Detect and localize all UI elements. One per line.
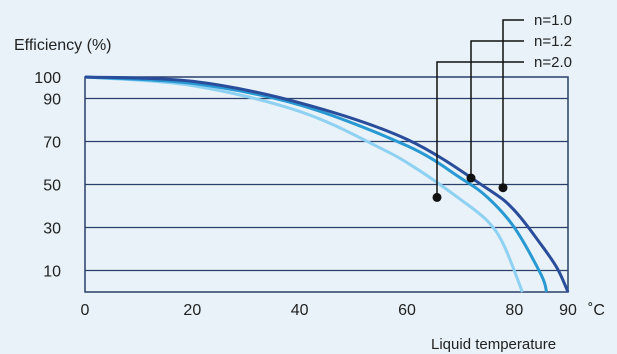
legend-label-n=2.0: n=2.0 (534, 54, 572, 71)
series-marker-n=2.0 (432, 192, 442, 202)
y-tick-label-70: 70 (43, 135, 61, 152)
series-line-n=1.2 (84, 75, 548, 293)
x-unit-label: ˚C (588, 302, 605, 319)
y-tick-label-100: 100 (34, 70, 61, 87)
x-tick-label-20: 20 (183, 302, 201, 319)
x-tick-label-60: 60 (398, 302, 416, 319)
x-tick-label-40: 40 (291, 302, 309, 319)
series-marker-n=1.0 (498, 183, 508, 193)
legend-leader-n=1.2 (470, 40, 524, 179)
series-marker-n=1.2 (466, 173, 476, 183)
x-axis-title: Liquid temperature (431, 336, 556, 353)
legend-leader-n=2.0 (436, 61, 524, 198)
y-tick-label-90: 90 (43, 92, 61, 109)
y-tick-label-10: 10 (43, 264, 61, 281)
x-tick-label-90: 90 (559, 302, 577, 319)
y-axis-title: Efficiency (%) (14, 37, 112, 54)
y-tick-label-50: 50 (43, 178, 61, 195)
legend-leader-n=1.0 (502, 19, 524, 188)
x-tick-label-0: 0 (81, 302, 90, 319)
series-line-n=2.0 (84, 75, 524, 293)
legend-label-n=1.2: n=1.2 (534, 33, 572, 50)
legend-label-n=1.0: n=1.0 (534, 12, 572, 29)
x-tick-label-80: 80 (505, 302, 523, 319)
plot-frame (84, 76, 569, 293)
series-line-n=1.0 (84, 75, 570, 293)
y-tick-label-30: 30 (43, 221, 61, 238)
